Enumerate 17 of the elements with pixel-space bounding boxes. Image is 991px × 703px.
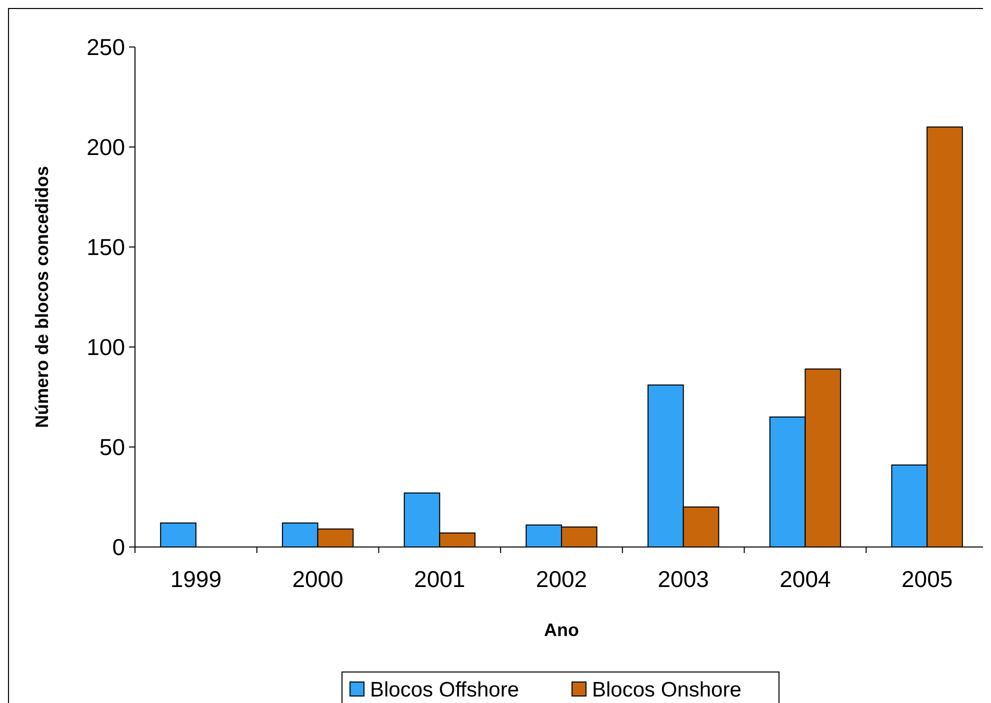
y-axis-title: Número de blocos concedidos: [32, 166, 52, 428]
x-tick-label: 2001: [414, 566, 466, 592]
legend-label: Blocos Offshore: [370, 678, 520, 702]
x-tick-label: 1999: [170, 566, 222, 592]
y-tick-label: 0: [112, 534, 125, 560]
x-axis-title: Ano: [544, 620, 579, 640]
y-tick-label: 150: [86, 234, 125, 260]
x-tick-label: 2000: [292, 566, 344, 592]
legend-label: Blocos Onshore: [592, 678, 742, 702]
x-tick-label: 2004: [780, 566, 832, 592]
x-tick-label: 2005: [901, 566, 953, 592]
y-tick-label: 250: [86, 34, 125, 60]
x-tick-label: 2002: [536, 566, 588, 592]
x-tick-label: 2003: [658, 566, 709, 592]
y-tick-label: 200: [86, 134, 125, 160]
y-tick-label: 100: [86, 334, 125, 360]
y-tick-label: 50: [99, 434, 125, 460]
